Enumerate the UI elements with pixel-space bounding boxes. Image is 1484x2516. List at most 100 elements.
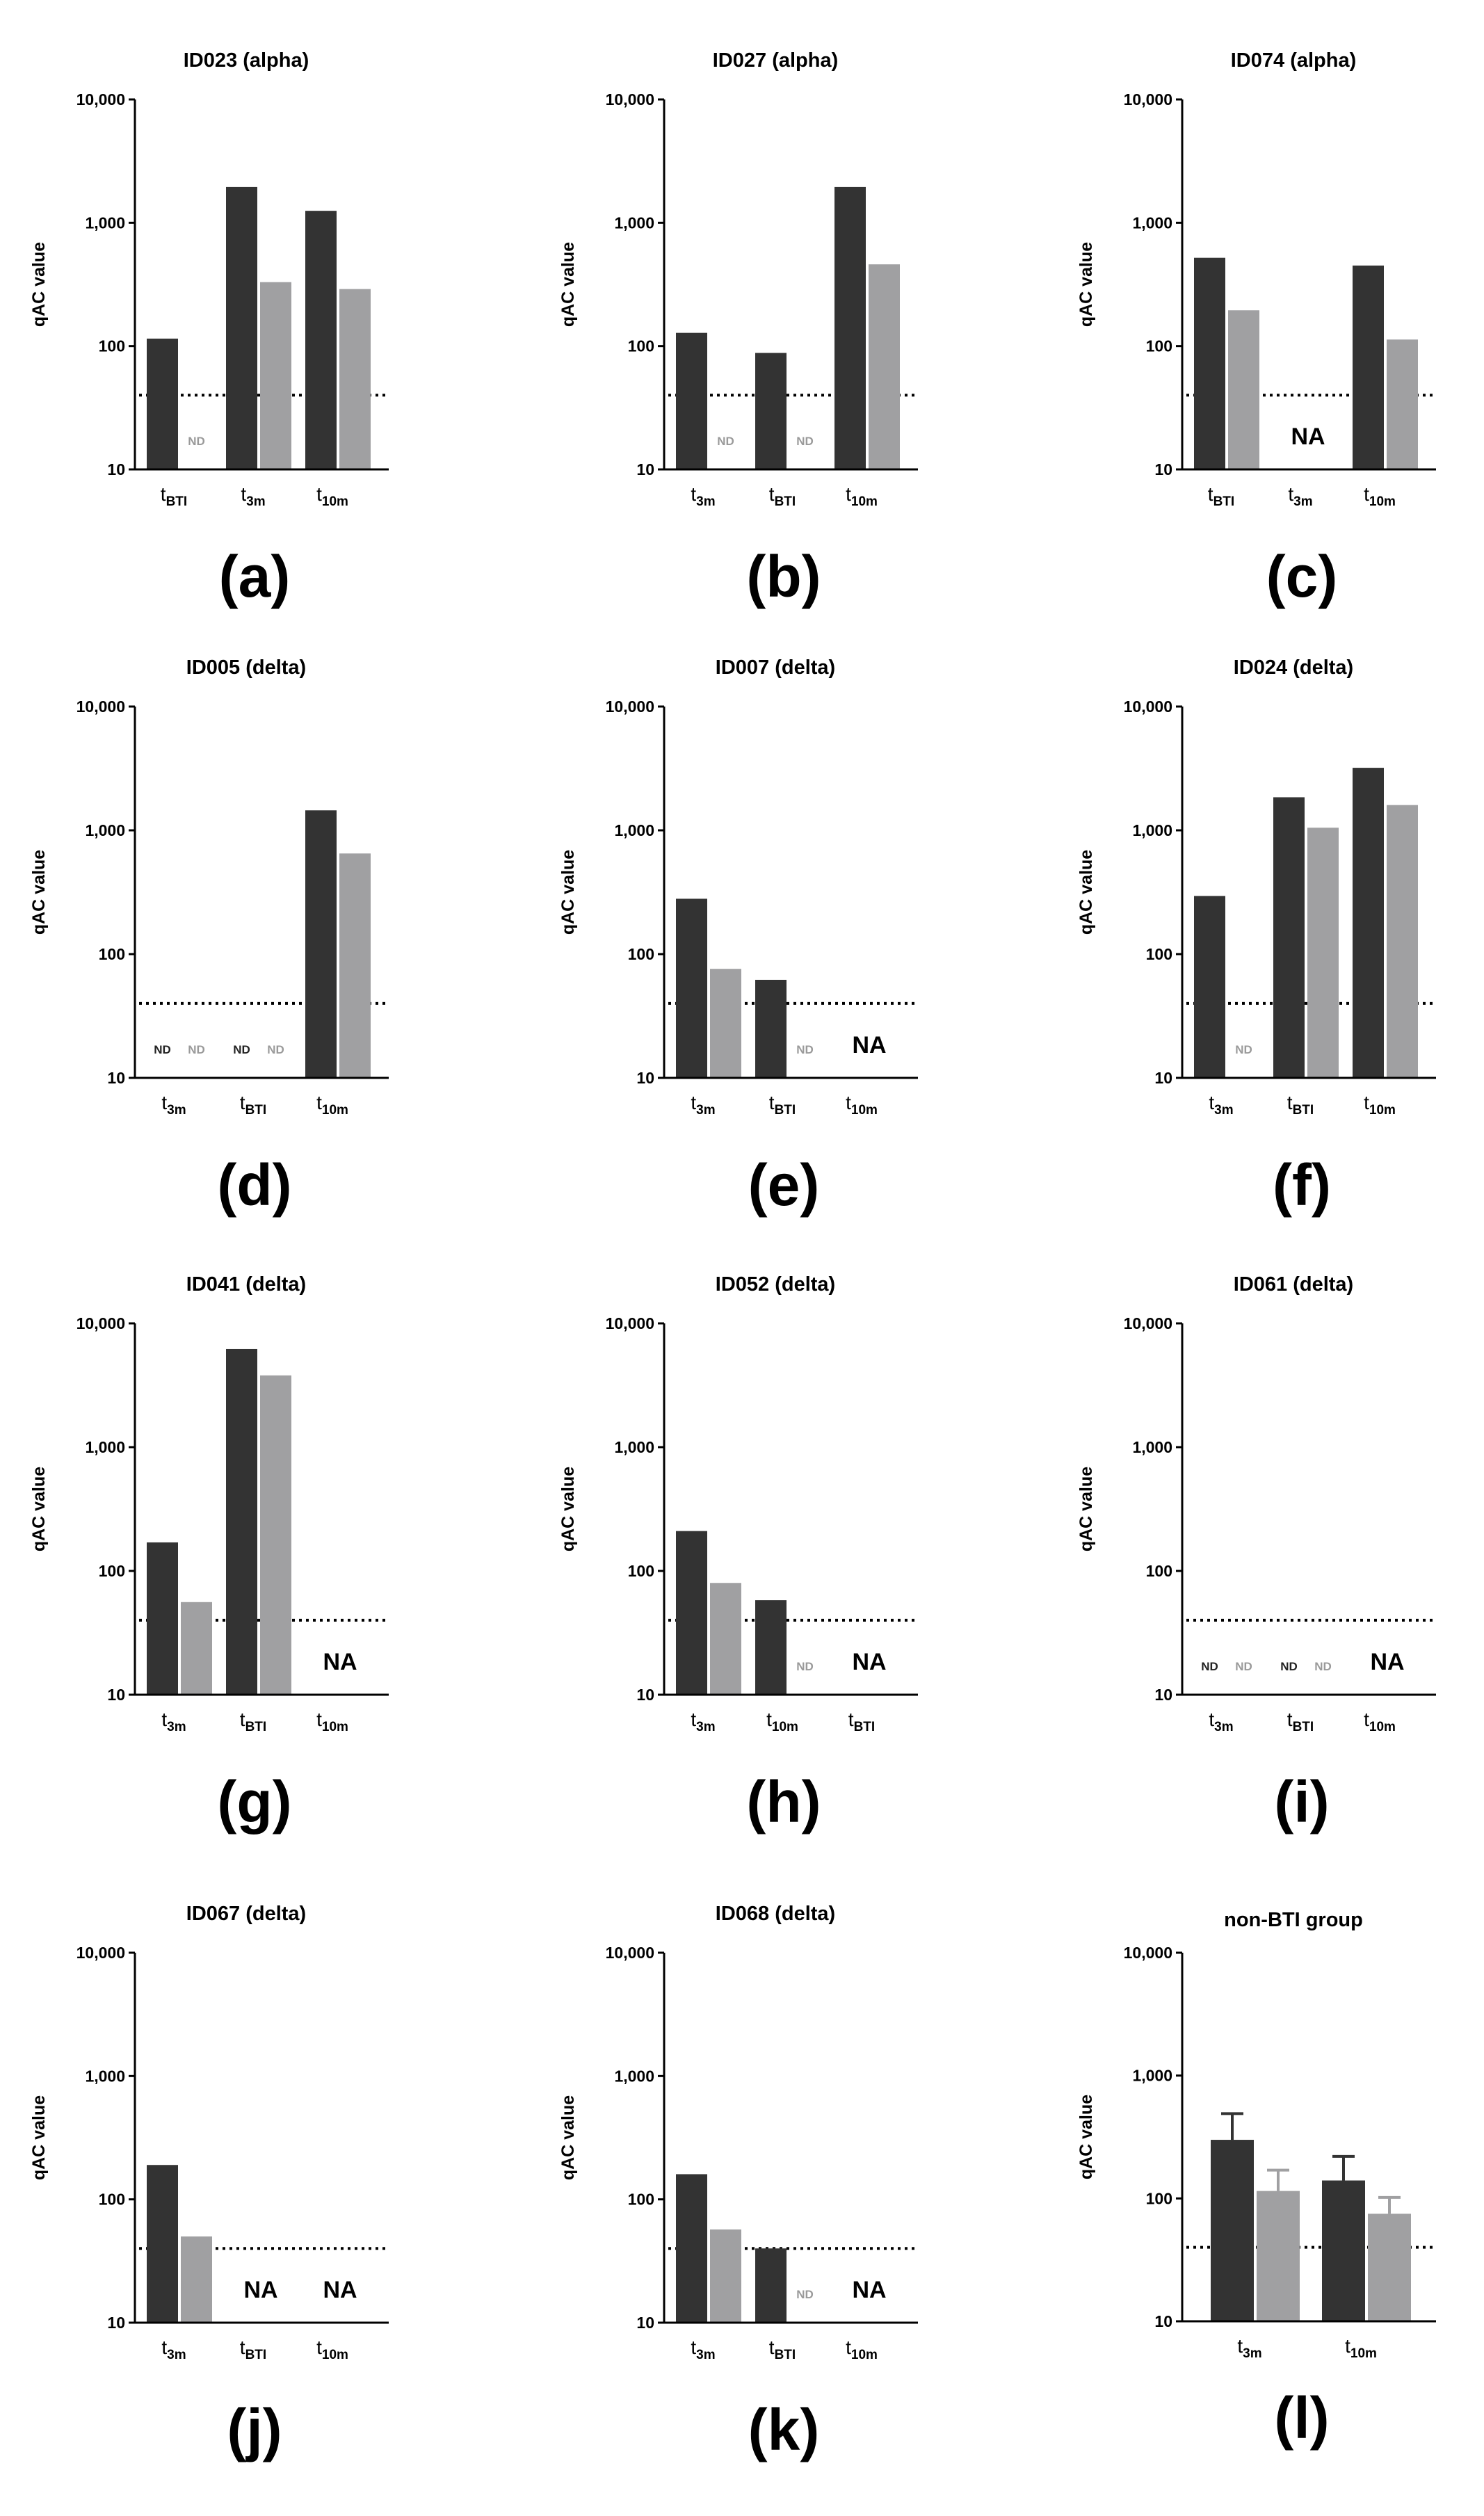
bar: [305, 211, 337, 469]
y-tick-label: 100: [628, 1562, 654, 1580]
x-tick-label: t10m: [1364, 1709, 1396, 1734]
x-tick-label: t10m: [1364, 1092, 1396, 1118]
bar: [1307, 828, 1339, 1078]
y-tick-label: 1,000: [85, 821, 125, 839]
x-tick-label: tBTI: [1287, 1709, 1314, 1734]
panel-label: (d): [217, 1152, 291, 1218]
y-tick-label: 100: [99, 945, 125, 963]
bar: [339, 289, 371, 469]
x-tick-label: t10m: [316, 1092, 348, 1118]
y-tick-label: 10,000: [606, 1314, 654, 1332]
y-axis-label: qAC value: [29, 242, 49, 327]
y-axis-label: qAC value: [29, 850, 49, 935]
na-label: NA: [852, 1032, 886, 1058]
chart-g: ID041 (delta) qAC value NA 10 100 1,000 10,000…: [29, 1273, 389, 1834]
chart-title: ID061 (delta): [1234, 1273, 1353, 1296]
y-tick-label: 10: [636, 1069, 654, 1087]
bar: [1353, 265, 1384, 469]
y-tick-label: 10,000: [606, 697, 654, 716]
bar: [710, 1583, 741, 1695]
bar: [676, 332, 707, 469]
y-tick-label: 100: [1146, 337, 1172, 355]
y-tick-label: 10,000: [1124, 90, 1172, 108]
y-tick-label: 100: [628, 2191, 654, 2209]
y-tick-label: 1,000: [614, 1438, 654, 1456]
x-tick-label: t10m: [766, 1709, 798, 1734]
bar: [755, 2248, 787, 2323]
na-label: NA: [852, 2277, 886, 2303]
bar: [339, 853, 371, 1078]
y-axis-label: qAC value: [1076, 242, 1096, 327]
bar: [181, 1602, 212, 1695]
na-label: NA: [852, 1649, 886, 1675]
x-tick-label: t3m: [691, 483, 715, 509]
bar: [147, 2165, 178, 2323]
bar: [260, 1375, 291, 1695]
chart-title: ID067 (delta): [186, 1903, 306, 1925]
panel-label: (a): [219, 544, 291, 609]
nd-label: ND: [233, 1043, 250, 1056]
y-axis-label: qAC value: [29, 2095, 49, 2180]
y-tick-label: 1,000: [614, 2067, 654, 2085]
y-axis-label: qAC value: [29, 1467, 49, 1551]
nd-label: ND: [796, 1660, 814, 1673]
y-tick-label: 10: [1154, 1069, 1172, 1087]
x-tick-label: t3m: [691, 1709, 715, 1734]
y-tick-label: 100: [1146, 2189, 1172, 2207]
bar: [1353, 768, 1384, 1078]
na-label: NA: [1370, 1649, 1404, 1675]
y-tick-label: 1,000: [614, 213, 654, 232]
chart-title: ID027 (alpha): [713, 49, 839, 72]
panel-label: (b): [746, 544, 821, 609]
bar: [226, 1348, 257, 1695]
x-tick-label: t3m: [161, 1092, 186, 1118]
x-tick-label: t3m: [161, 1709, 186, 1734]
bar: [710, 2229, 741, 2323]
chart-b: ID027 (alpha) qAC value ND ND 10 100 1,000 10,0…: [558, 49, 918, 609]
x-tick-label: tBTI: [240, 1092, 266, 1118]
x-tick-label: tBTI: [769, 483, 796, 509]
x-tick-label: tBTI: [848, 1709, 875, 1734]
bar: [676, 1531, 707, 1695]
bar: [676, 2174, 707, 2323]
chart-title: ID052 (delta): [716, 1273, 835, 1296]
x-tick-label: tBTI: [240, 1709, 266, 1734]
y-tick-label: 100: [99, 2191, 125, 2209]
y-tick-label: 1,000: [614, 821, 654, 839]
y-tick-label: 1,000: [85, 1438, 125, 1456]
x-tick-label: tBTI: [240, 2337, 266, 2362]
chart-f: ID024 (delta) qAC value ND 10 100 1,000 10,000…: [1076, 656, 1436, 1218]
na-label: NA: [323, 2277, 357, 2303]
y-axis-label: qAC value: [558, 242, 578, 327]
y-tick-label: 100: [99, 1562, 125, 1580]
y-tick-label: 10,000: [606, 1944, 654, 1962]
bar: [147, 338, 178, 469]
y-tick-label: 10,000: [76, 1944, 125, 1962]
chart-title: ID024 (delta): [1234, 656, 1353, 679]
chart-title: ID007 (delta): [716, 656, 835, 679]
nd-label: ND: [1280, 1660, 1298, 1673]
y-tick-label: 100: [628, 945, 654, 963]
x-tick-label: tBTI: [769, 2337, 796, 2362]
panel-label: (l): [1274, 2385, 1329, 2451]
nd-label: ND: [1235, 1660, 1252, 1673]
y-tick-label: 10: [1154, 460, 1172, 478]
chart-title: ID005 (delta): [186, 656, 306, 679]
y-tick-label: 100: [1146, 945, 1172, 963]
y-tick-label: 100: [99, 337, 125, 355]
bar: [1368, 2213, 1411, 2321]
na-label: NA: [323, 1649, 357, 1675]
y-tick-label: 100: [628, 337, 654, 355]
y-tick-label: 10: [636, 460, 654, 478]
nd-label: ND: [1235, 1043, 1252, 1056]
x-tick-label: t10m: [1345, 2335, 1377, 2361]
chart-j: ID067 (delta) qAC value NA NA 10 100 1,000 10,0…: [29, 1903, 389, 2462]
x-tick-label: t10m: [1364, 483, 1396, 509]
bar: [1387, 339, 1418, 469]
chart-title: ID068 (delta): [716, 1903, 835, 1925]
bar: [755, 1600, 787, 1695]
y-axis-label: qAC value: [558, 850, 578, 935]
chart-title: ID041 (delta): [186, 1273, 306, 1296]
chart-a: ID023 (alpha) qAC value ND 10 100 1,000 10,000…: [29, 49, 389, 609]
bar: [676, 898, 707, 1078]
